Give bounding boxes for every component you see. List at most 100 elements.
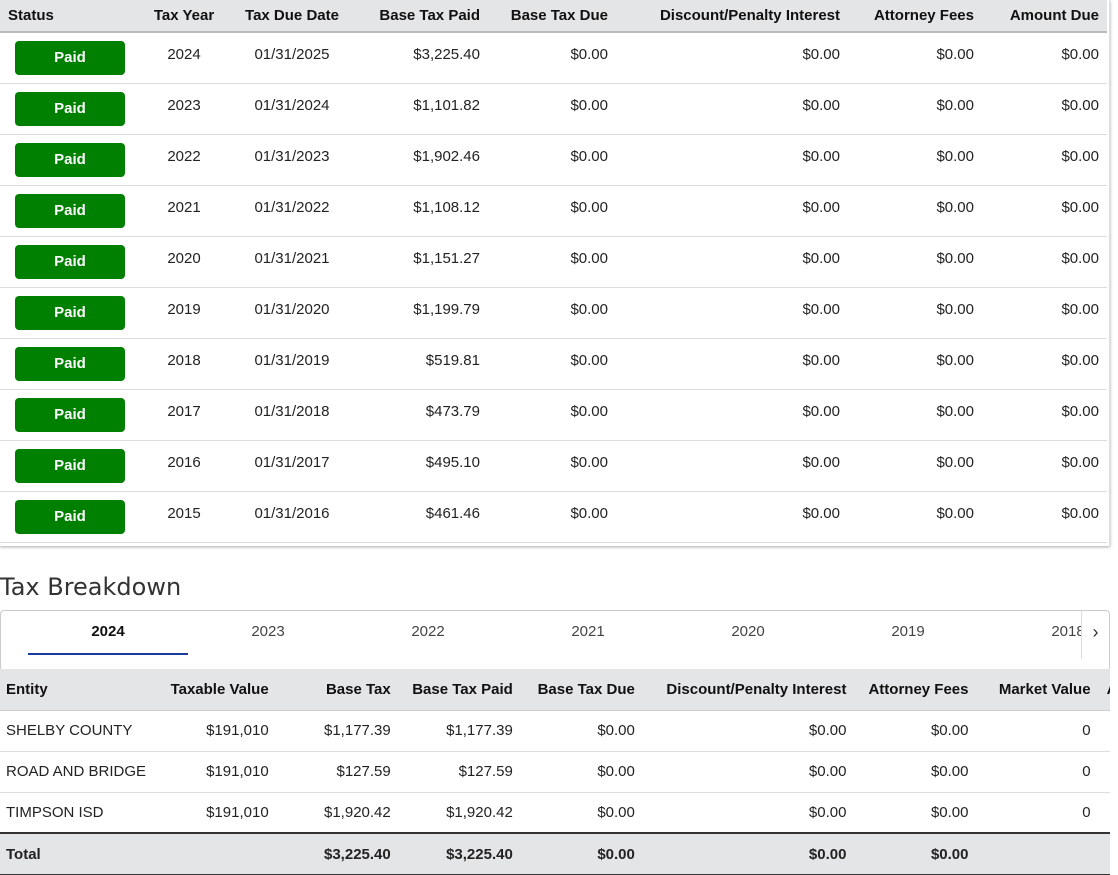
header-attorney-fees[interactable]: Attorney Fees [854, 669, 977, 711]
tab-year-2018[interactable]: 2018 [1051, 623, 1085, 640]
status-badge-paid[interactable]: Paid [15, 41, 125, 75]
attorney-fees-cell: $0.00 [848, 134, 982, 186]
amount-due-cell [1098, 751, 1110, 793]
market-value-cell [976, 832, 1099, 875]
tax-year-cell: 2015 [140, 491, 228, 543]
tax-due-date-cell: 01/31/2019 [228, 338, 356, 390]
attorney-fees-cell: $0.00 [848, 32, 982, 84]
base-tax-due-cell: $0.00 [488, 236, 616, 288]
chevron-right-icon[interactable]: › [1081, 611, 1109, 659]
amount-due-cell: $0.00 [982, 185, 1107, 237]
entity-cell: SHELBY COUNTY [0, 710, 153, 752]
table-row: Paid 2023 01/31/2024 $1,101.82 $0.00 $0.00 $0.… [0, 83, 1107, 135]
total-row: Total $3,225.40 $3,225.40 $0.00 $0.00 $0.00 [0, 832, 1110, 875]
base-tax-cell: $3,225.40 [276, 832, 399, 875]
discount-penalty-cell: $0.00 [616, 134, 848, 186]
table-row: Paid 2020 01/31/2021 $1,151.27 $0.00 $0.00 $0.… [0, 236, 1107, 288]
tax-due-date-cell: 01/31/2024 [228, 83, 356, 135]
tax-year-cell: 2022 [140, 134, 228, 186]
status-badge-paid[interactable]: Paid [15, 448, 125, 483]
attorney-fees-cell: $0.00 [854, 792, 977, 834]
header-status[interactable]: Status [0, 0, 140, 33]
tab-year-2020[interactable]: 2020 [731, 623, 765, 640]
attorney-fees-cell: $0.00 [854, 710, 977, 752]
base-tax-paid-cell: $1,199.79 [356, 287, 488, 339]
tab-year-2019[interactable]: 2019 [891, 623, 925, 640]
attorney-fees-cell: $0.00 [848, 236, 982, 288]
tax-due-date-cell: 01/31/2018 [228, 389, 356, 441]
base-tax-paid-cell: $127.59 [398, 751, 521, 793]
amount-due-cell: $0.00 [982, 440, 1107, 492]
amount-due-cell [1098, 710, 1110, 752]
discount-penalty-cell: $0.00 [642, 710, 855, 752]
header-base-tax-paid[interactable]: Base Tax Paid [356, 0, 488, 33]
base-tax-paid-cell: $519.81 [356, 338, 488, 390]
tax-due-date-cell: 01/31/2025 [228, 32, 356, 84]
base-tax-paid-cell: $1,101.82 [356, 83, 488, 135]
base-tax-due-cell: $0.00 [488, 83, 616, 135]
discount-penalty-cell: $0.00 [642, 792, 855, 834]
table-row: Paid 2022 01/31/2023 $1,902.46 $0.00 $0.00 $0.… [0, 134, 1107, 186]
status-badge-paid[interactable]: Paid [15, 193, 125, 228]
tax-due-date-cell: 01/31/2016 [228, 491, 356, 543]
entity-cell: TIMPSON ISD [0, 792, 153, 834]
market-value-cell: 0 [976, 792, 1099, 834]
amount-due-cell: $0.00 [982, 491, 1107, 543]
header-base-tax[interactable]: Base Tax [276, 669, 399, 711]
taxable-value-cell [152, 832, 277, 875]
header-discount-penalty[interactable]: Discount/Penalty Interest [616, 0, 848, 33]
table-row: SHELBY COUNTY $191,010 $1,177.39 $1,177.39 $… [0, 710, 1110, 752]
tab-year-2022[interactable]: 2022 [411, 623, 445, 640]
discount-penalty-cell: $0.00 [616, 491, 848, 543]
header-discount-penalty[interactable]: Discount/Penalty Interest [642, 669, 855, 711]
header-tax-due-date[interactable]: Tax Due Date [228, 0, 356, 33]
discount-penalty-cell: $0.00 [616, 440, 848, 492]
header-base-tax-due[interactable]: Base Tax Due [488, 0, 616, 33]
base-tax-due-cell: $0.00 [488, 389, 616, 441]
tab-year-2024[interactable]: 2024 [28, 611, 188, 655]
entity-cell: ROAD AND BRIDGE [0, 751, 153, 793]
status-badge-paid[interactable]: Paid [15, 295, 125, 330]
base-tax-due-cell: $0.00 [520, 751, 643, 793]
status-badge-paid[interactable]: Paid [15, 397, 125, 432]
base-tax-due-cell: $0.00 [520, 792, 643, 834]
discount-penalty-cell: $0.00 [616, 338, 848, 390]
table-row: Paid 2016 01/31/2017 $495.10 $0.00 $0.00 $0.00… [0, 440, 1107, 492]
base-tax-paid-cell: $1,920.42 [398, 792, 521, 834]
table-row: Paid 2019 01/31/2020 $1,199.79 $0.00 $0.00 $0.… [0, 287, 1107, 339]
base-tax-cell: $127.59 [276, 751, 399, 793]
status-badge-paid[interactable]: Paid [15, 499, 125, 534]
base-tax-due-cell: $0.00 [488, 185, 616, 237]
header-entity[interactable]: Entity [0, 669, 153, 711]
status-badge-paid[interactable]: Paid [15, 346, 125, 381]
tax-year-cell: 2020 [140, 236, 228, 288]
status-badge-paid[interactable]: Paid [15, 244, 125, 279]
header-amount-due[interactable]: Amount Due [1098, 669, 1110, 711]
table-row: Paid 2018 01/31/2019 $519.81 $0.00 $0.00 $0.00… [0, 338, 1107, 390]
attorney-fees-cell: $0.00 [848, 389, 982, 441]
status-cell: Paid [0, 185, 140, 237]
tax-history-table: Status Tax Year Tax Due Date Base Tax Pa… [0, 0, 1107, 543]
tax-due-date-cell: 01/31/2020 [228, 287, 356, 339]
amount-due-cell: $0.00 [982, 338, 1107, 390]
header-base-tax-paid[interactable]: Base Tax Paid [398, 669, 521, 711]
base-tax-paid-cell: $473.79 [356, 389, 488, 441]
tax-due-date-cell: 01/31/2023 [228, 134, 356, 186]
header-taxable-value[interactable]: Taxable Value [152, 669, 277, 711]
attorney-fees-cell: $0.00 [854, 832, 977, 875]
status-badge-paid[interactable]: Paid [15, 142, 125, 177]
base-tax-cell: $1,177.39 [276, 710, 399, 752]
base-tax-due-cell: $0.00 [520, 710, 643, 752]
header-tax-year[interactable]: Tax Year [140, 0, 228, 33]
header-amount-due[interactable]: Amount Due [982, 0, 1107, 33]
tab-year-2023[interactable]: 2023 [251, 623, 285, 640]
header-attorney-fees[interactable]: Attorney Fees [848, 0, 982, 33]
tab-year-2021[interactable]: 2021 [571, 623, 605, 640]
header-market-value[interactable]: Market Value [976, 669, 1099, 711]
header-base-tax-due[interactable]: Base Tax Due [520, 669, 643, 711]
discount-penalty-cell: $0.00 [616, 185, 848, 237]
status-badge-paid[interactable]: Paid [15, 91, 125, 126]
table-row: Paid 2017 01/31/2018 $473.79 $0.00 $0.00 $0.00… [0, 389, 1107, 441]
tax-breakdown-table: Entity Taxable Value Base Tax Base Tax Paid… [0, 669, 1110, 875]
status-cell: Paid [0, 236, 140, 288]
